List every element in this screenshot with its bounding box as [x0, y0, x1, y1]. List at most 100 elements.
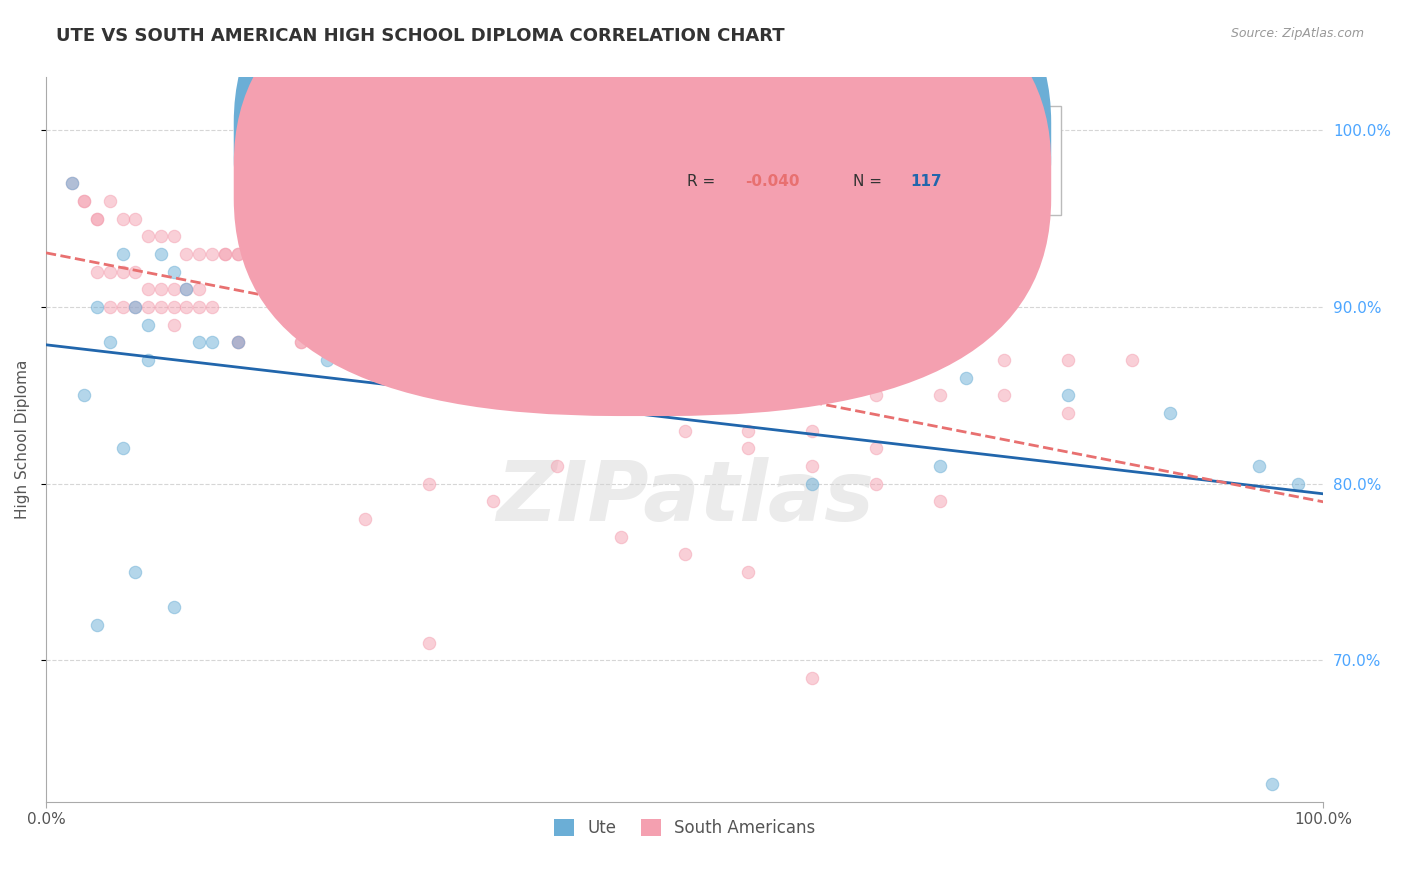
- Point: [418, 476, 440, 491]
- Point: [865, 370, 887, 384]
- Point: [201, 335, 224, 350]
- Point: [290, 265, 312, 279]
- Point: [98, 265, 121, 279]
- Point: [342, 282, 364, 296]
- Point: [610, 370, 633, 384]
- Point: [354, 335, 377, 350]
- Point: [290, 335, 312, 350]
- Point: [354, 335, 377, 350]
- Point: [226, 335, 249, 350]
- Point: [610, 530, 633, 544]
- Point: [801, 476, 824, 491]
- Point: [252, 265, 274, 279]
- Point: [86, 211, 108, 226]
- Point: [737, 442, 759, 456]
- Point: [583, 282, 606, 296]
- Point: [136, 300, 159, 314]
- Point: [673, 335, 696, 350]
- Point: [176, 247, 198, 261]
- Point: [533, 282, 555, 296]
- Point: [737, 370, 759, 384]
- Point: [188, 335, 211, 350]
- Point: [673, 424, 696, 438]
- Point: [392, 282, 415, 296]
- Point: [111, 247, 134, 261]
- Point: [430, 282, 453, 296]
- Point: [124, 211, 146, 226]
- Point: [226, 335, 249, 350]
- Point: [801, 388, 824, 402]
- Point: [201, 247, 224, 261]
- Point: [546, 282, 568, 296]
- Point: [111, 442, 134, 456]
- FancyBboxPatch shape: [233, 0, 1052, 416]
- Point: [801, 424, 824, 438]
- Point: [86, 211, 108, 226]
- Point: [610, 370, 633, 384]
- Point: [354, 282, 377, 296]
- Point: [149, 229, 172, 244]
- Point: [163, 265, 186, 279]
- Point: [418, 282, 440, 296]
- Point: [405, 282, 427, 296]
- Point: [149, 282, 172, 296]
- Point: [405, 353, 427, 368]
- Text: -0.040: -0.040: [745, 174, 799, 189]
- Point: [60, 177, 83, 191]
- Point: [929, 388, 952, 402]
- Point: [418, 353, 440, 368]
- Point: [86, 265, 108, 279]
- Point: [801, 458, 824, 473]
- Point: [596, 282, 619, 296]
- Point: [418, 635, 440, 649]
- Point: [226, 247, 249, 261]
- Point: [865, 442, 887, 456]
- Point: [737, 565, 759, 579]
- Point: [111, 265, 134, 279]
- Text: R =: R =: [688, 133, 720, 147]
- Point: [673, 318, 696, 332]
- Point: [673, 370, 696, 384]
- Point: [86, 300, 108, 314]
- Point: [86, 618, 108, 632]
- Point: [163, 600, 186, 615]
- Point: [482, 282, 505, 296]
- Point: [316, 353, 339, 368]
- Point: [1056, 406, 1078, 420]
- Point: [73, 194, 96, 208]
- Point: [993, 388, 1015, 402]
- Y-axis label: High School Diploma: High School Diploma: [15, 359, 30, 519]
- Point: [214, 247, 236, 261]
- Point: [226, 335, 249, 350]
- Point: [163, 229, 186, 244]
- Point: [124, 265, 146, 279]
- Point: [188, 282, 211, 296]
- Point: [149, 247, 172, 261]
- Point: [801, 335, 824, 350]
- Point: [865, 476, 887, 491]
- Point: [380, 282, 402, 296]
- Point: [955, 370, 977, 384]
- Point: [163, 282, 186, 296]
- Point: [636, 282, 658, 296]
- Text: UTE VS SOUTH AMERICAN HIGH SCHOOL DIPLOMA CORRELATION CHART: UTE VS SOUTH AMERICAN HIGH SCHOOL DIPLOM…: [56, 27, 785, 45]
- Point: [136, 318, 159, 332]
- Point: [136, 282, 159, 296]
- Point: [98, 300, 121, 314]
- Point: [673, 370, 696, 384]
- Text: -0.337: -0.337: [745, 133, 799, 147]
- Point: [124, 300, 146, 314]
- Point: [214, 247, 236, 261]
- Point: [136, 229, 159, 244]
- Point: [367, 282, 389, 296]
- Point: [737, 318, 759, 332]
- Point: [302, 282, 325, 296]
- Point: [163, 300, 186, 314]
- Point: [73, 194, 96, 208]
- Point: [623, 282, 645, 296]
- Text: 32: 32: [911, 133, 932, 147]
- Point: [610, 282, 633, 296]
- Point: [495, 282, 517, 296]
- Point: [993, 353, 1015, 368]
- Point: [1056, 388, 1078, 402]
